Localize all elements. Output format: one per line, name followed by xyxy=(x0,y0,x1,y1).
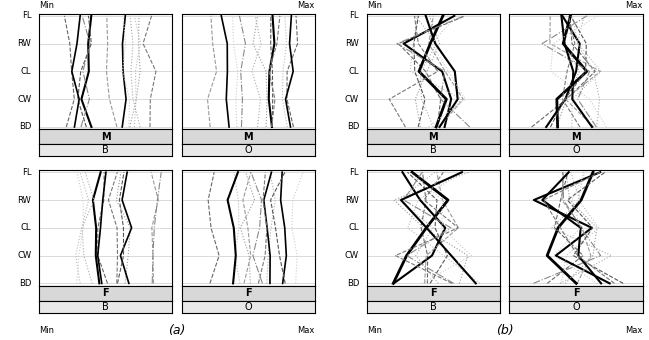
Text: M: M xyxy=(428,132,438,142)
Text: Max: Max xyxy=(625,1,643,10)
Text: B: B xyxy=(102,302,109,312)
Text: M: M xyxy=(571,132,581,142)
Text: FL: FL xyxy=(350,168,359,177)
Text: CW: CW xyxy=(345,251,359,260)
Text: RW: RW xyxy=(345,39,359,48)
Text: B: B xyxy=(102,146,109,155)
Text: Max: Max xyxy=(297,1,315,10)
Text: CW: CW xyxy=(17,95,31,104)
Text: M: M xyxy=(243,132,253,142)
Text: F: F xyxy=(430,288,437,298)
Text: F: F xyxy=(572,288,580,298)
Text: O: O xyxy=(572,302,580,312)
Text: Min: Min xyxy=(39,1,54,10)
Text: O: O xyxy=(572,146,580,155)
Text: FL: FL xyxy=(22,168,31,177)
Text: BD: BD xyxy=(347,122,359,132)
Text: B: B xyxy=(430,146,437,155)
Text: (b): (b) xyxy=(496,324,513,337)
Text: CL: CL xyxy=(349,67,359,76)
Text: CW: CW xyxy=(345,95,359,104)
Text: FL: FL xyxy=(22,11,31,20)
Text: BD: BD xyxy=(19,279,31,288)
Text: RW: RW xyxy=(345,195,359,205)
Text: CL: CL xyxy=(21,67,31,76)
Text: O: O xyxy=(245,146,252,155)
Text: CL: CL xyxy=(349,223,359,232)
Text: FL: FL xyxy=(350,11,359,20)
Text: Min: Min xyxy=(367,1,382,10)
Text: CW: CW xyxy=(17,251,31,260)
Text: BD: BD xyxy=(347,279,359,288)
Text: Min: Min xyxy=(367,326,382,335)
Text: M: M xyxy=(101,132,110,142)
Text: Min: Min xyxy=(39,326,54,335)
Text: RW: RW xyxy=(18,39,31,48)
Text: F: F xyxy=(102,288,109,298)
Text: (a): (a) xyxy=(168,324,186,337)
Text: RW: RW xyxy=(18,195,31,205)
Text: O: O xyxy=(245,302,252,312)
Text: Max: Max xyxy=(297,326,315,335)
Text: BD: BD xyxy=(19,122,31,132)
Text: CL: CL xyxy=(21,223,31,232)
Text: F: F xyxy=(245,288,252,298)
Text: B: B xyxy=(430,302,437,312)
Text: Max: Max xyxy=(625,326,643,335)
